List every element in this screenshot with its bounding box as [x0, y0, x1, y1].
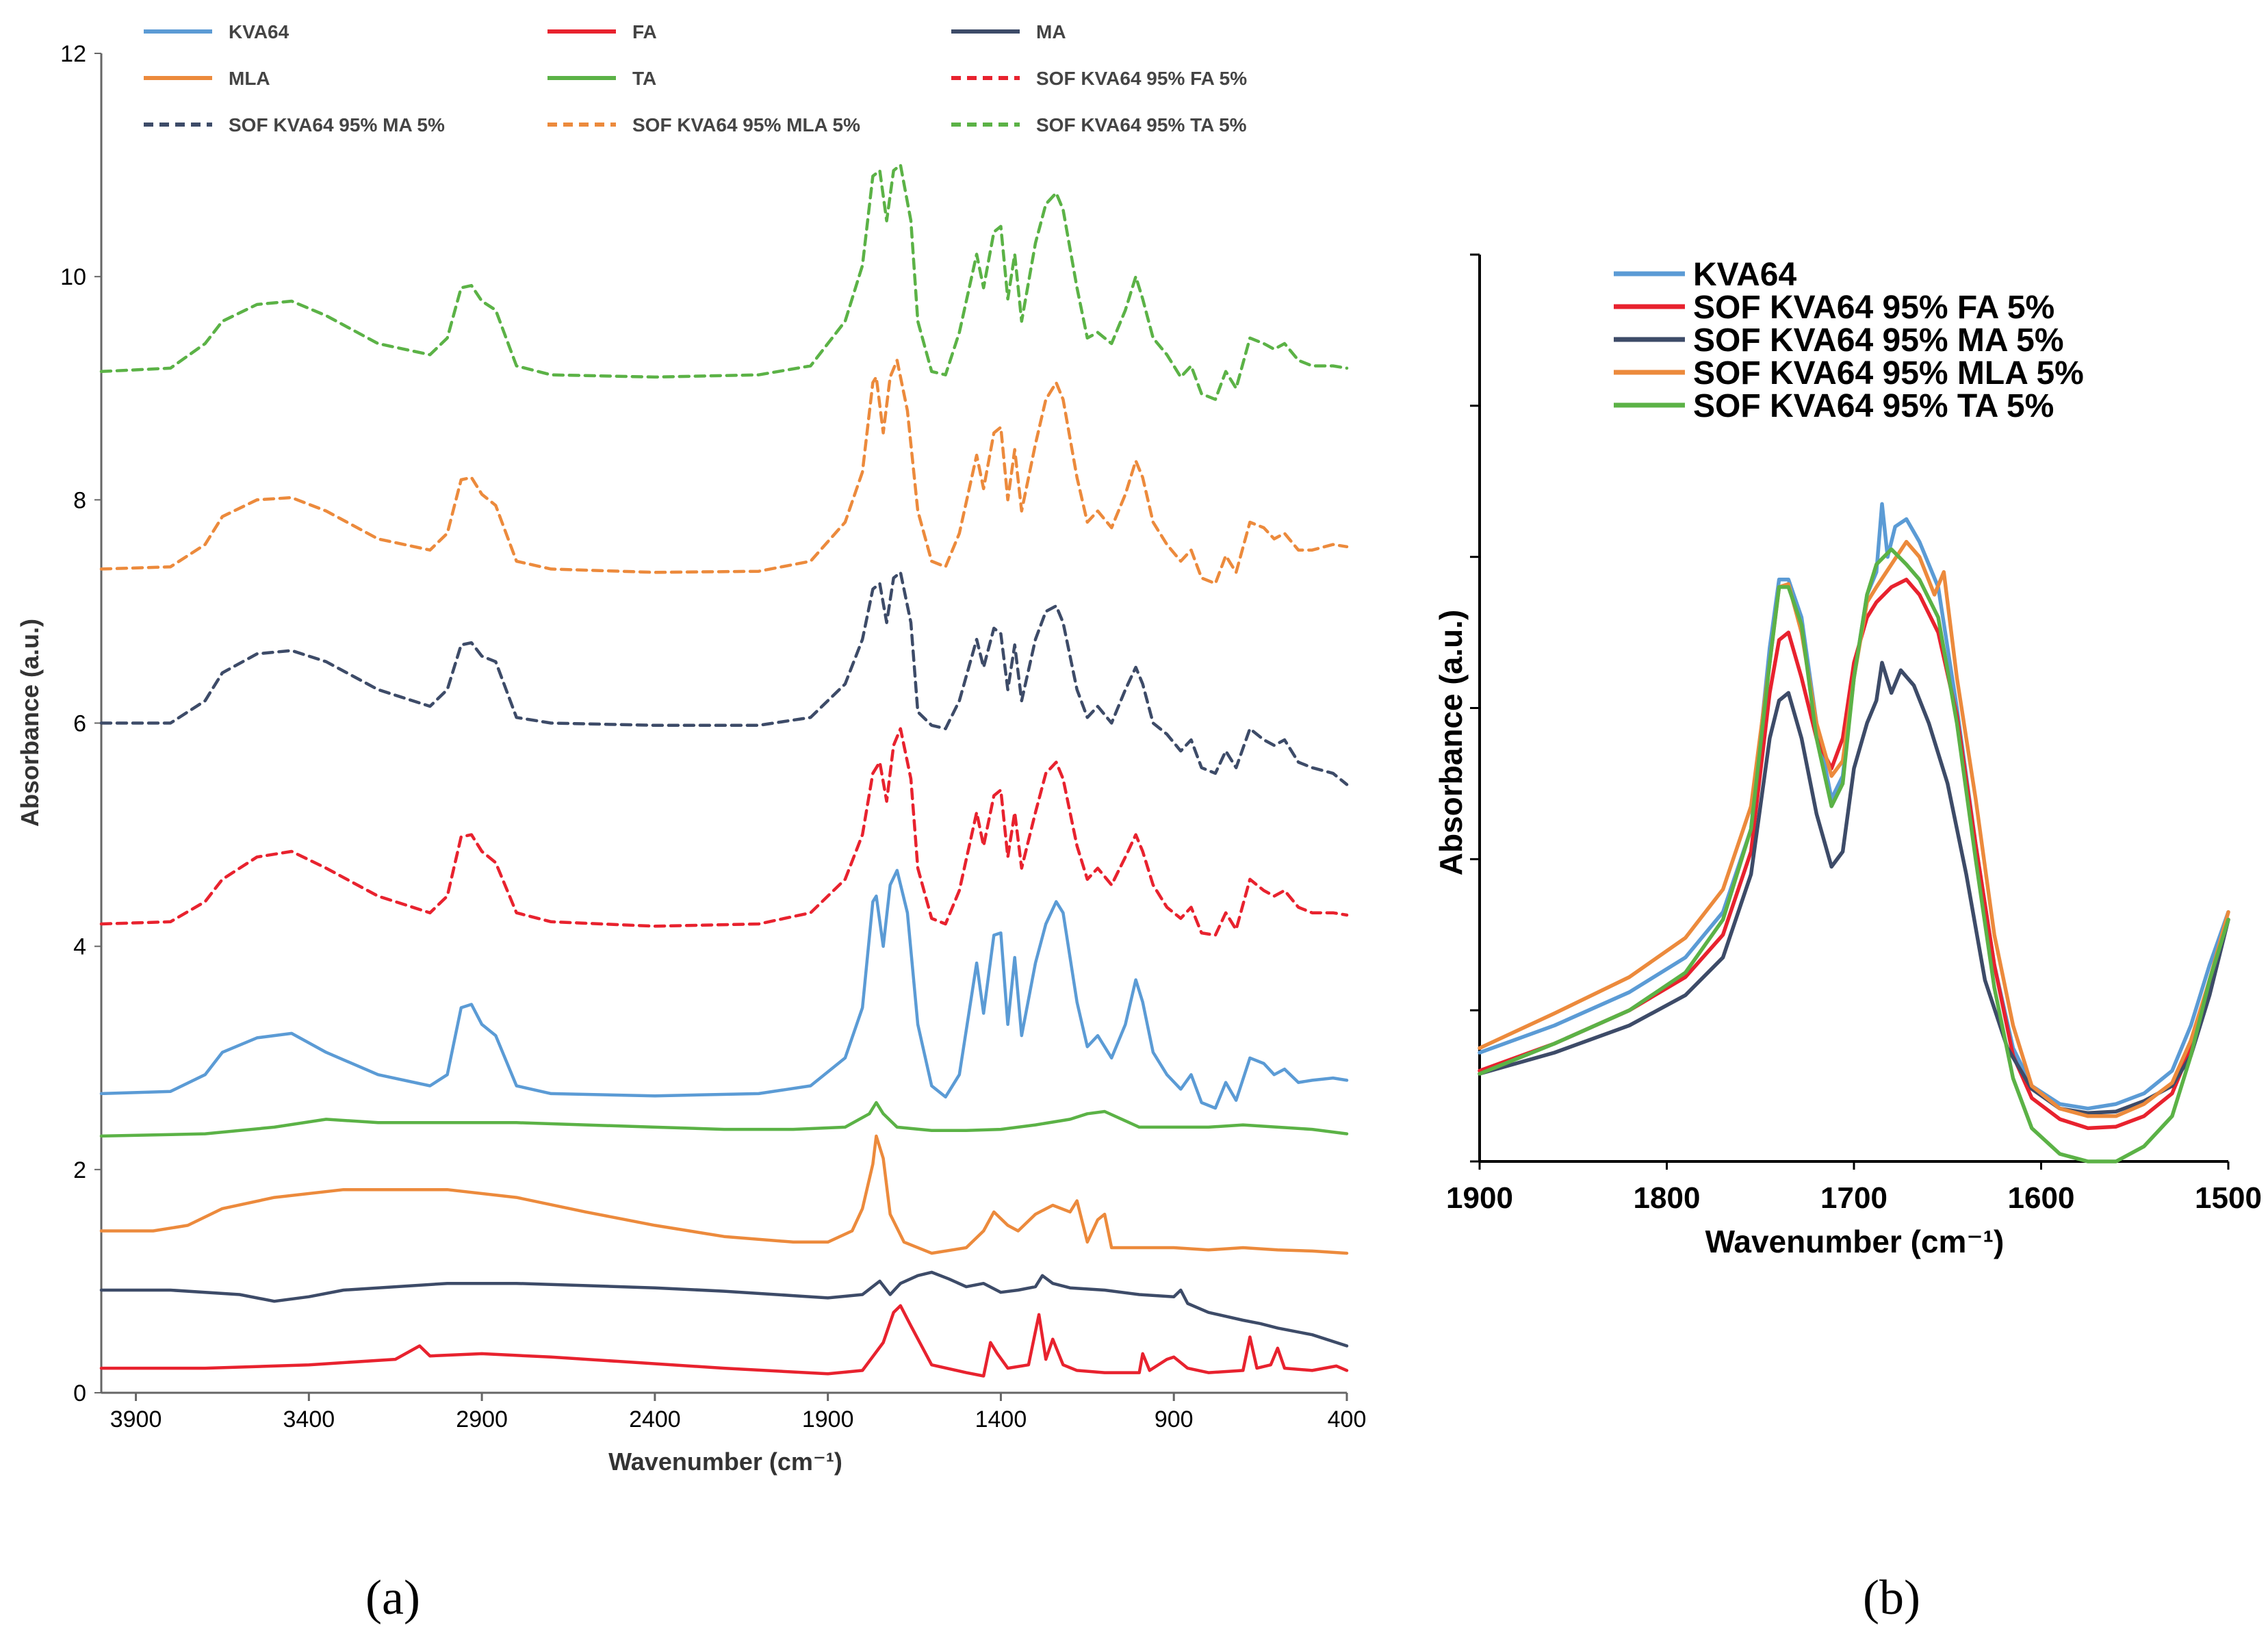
chart-b-x-axis-label: Wavenumber (cm⁻¹) [1705, 1224, 2005, 1259]
chart-a-x-ticks: 3900 3400 2900 2400 1900 1400 900 400 [110, 1393, 1367, 1432]
chart-b-series-sof-kva64-95pct-fa-5pct [1478, 578, 2230, 1131]
chart-a-y-tick-label: 0 [73, 1380, 86, 1406]
chart-b-x-ticks: 1900 1800 1700 1600 1500 [1446, 1161, 2262, 1215]
chart-b-series-sof-kva64-95pct-mla-5pct [1478, 539, 2230, 1118]
legend-label-sof-kva64-95pct-fa-5pct: SOF KVA64 95% FA 5% [1036, 68, 1247, 89]
chart-b-series-sof-kva64-95pct-ta-5pct [1478, 547, 2230, 1163]
legend-label-fa: FA [632, 21, 657, 42]
chart-a-x-tick-label: 1400 [975, 1406, 1027, 1432]
panel-label-b: (b) [1863, 1570, 1920, 1625]
legend-label-ma: MA [1036, 21, 1066, 42]
chart-a-y-tick-label: 12 [60, 41, 86, 67]
legend-b-label-kva64: KVA64 [1693, 257, 1796, 293]
chart-a-series-ma [99, 1270, 1349, 1348]
legend-label-kva64: KVA64 [229, 21, 289, 42]
chart-b-series [1478, 502, 2230, 1163]
chart-a-x-tick-label: 1900 [802, 1406, 854, 1432]
chart-b-x-tick-label: 1700 [1820, 1181, 1887, 1215]
chart-a-x-tick-label: 400 [1328, 1406, 1367, 1432]
chart-a-series-ta [99, 1101, 1349, 1138]
chart-b-x-tick-label: 1500 [2195, 1181, 2262, 1215]
chart-a-series [99, 163, 1349, 1378]
chart-a-x-tick-label: 900 [1155, 1406, 1194, 1432]
chart-a-series-fa [99, 1304, 1349, 1378]
chart-a-series-sof-kva64-95pct-ta-5pct [99, 163, 1349, 401]
legend-label-sof-kva64-95pct-ta-5pct: SOF KVA64 95% TA 5% [1036, 114, 1247, 136]
chart-a: 0 2 4 6 8 10 12 3900 3400 2900 2400 1900 1400 900 400… [16, 21, 1366, 1476]
legend-label-mla: MLA [229, 68, 270, 89]
chart-a-x-tick-label: 2400 [629, 1406, 681, 1432]
chart-b-series-kva64 [1478, 502, 2230, 1111]
legend-label-sof-kva64-95pct-ma-5pct: SOF KVA64 95% MA 5% [229, 114, 445, 136]
chart-a-x-tick-label: 3900 [110, 1406, 162, 1432]
chart-b-y-ticks [1470, 253, 1480, 1163]
legend-b-label-sof-kva64-95pct-ma-5pct: SOF KVA64 95% MA 5% [1693, 322, 2064, 359]
chart-a-y-tick-label: 6 [73, 711, 86, 737]
chart-a-x-axis-label: Wavenumber (cm⁻¹) [608, 1448, 842, 1476]
legend-b-label-sof-kva64-95pct-ta-5pct: SOF KVA64 95% TA 5% [1693, 388, 2054, 424]
chart-a-y-tick-label: 10 [60, 264, 86, 290]
chart-b-x-tick-label: 1800 [1634, 1181, 1701, 1215]
legend-b-label-sof-kva64-95pct-fa-5pct: SOF KVA64 95% FA 5% [1693, 290, 2054, 326]
chart-a-x-tick-label: 3400 [283, 1406, 335, 1432]
chart-b-series-sof-kva64-95pct-ma-5pct [1478, 660, 2230, 1116]
chart-a-series-sof-kva64-95pct-ma-5pct [99, 571, 1349, 786]
chart-b-x-tick-label: 1900 [1446, 1181, 1513, 1215]
chart-a-y-ticks: 0 2 4 6 8 10 12 [60, 41, 101, 1406]
chart-a-series-mla [99, 1134, 1349, 1255]
panel-label-a: (a) [365, 1570, 420, 1625]
chart-a-y-tick-label: 2 [73, 1157, 86, 1183]
chart-a-y-tick-label: 4 [73, 934, 86, 960]
chart-a-y-tick-label: 8 [73, 487, 86, 513]
legend-label-sof-kva64-95pct-mla-5pct: SOF KVA64 95% MLA 5% [632, 114, 860, 136]
chart-a-series-kva64 [99, 869, 1349, 1110]
legend-b-label-sof-kva64-95pct-mla-5pct: SOF KVA64 95% MLA 5% [1693, 355, 2084, 391]
chart-b-x-tick-label: 1600 [2008, 1181, 2075, 1215]
chart-a-series-sof-kva64-95pct-fa-5pct [99, 727, 1349, 937]
legend-label-ta: TA [632, 68, 656, 89]
chart-a-legend: KVA64 FA MA MLA TA SOF KVA64 95% FA 5% SOF KVA… [144, 21, 1247, 136]
chart-a-series-sof-kva64-95pct-mla-5pct [99, 359, 1349, 585]
chart-a-x-tick-label: 2900 [456, 1406, 508, 1432]
chart-a-y-axis-label: Absorbance (a.u.) [16, 619, 44, 827]
chart-b-y-axis-label: Absorbance (a.u.) [1433, 610, 1469, 876]
